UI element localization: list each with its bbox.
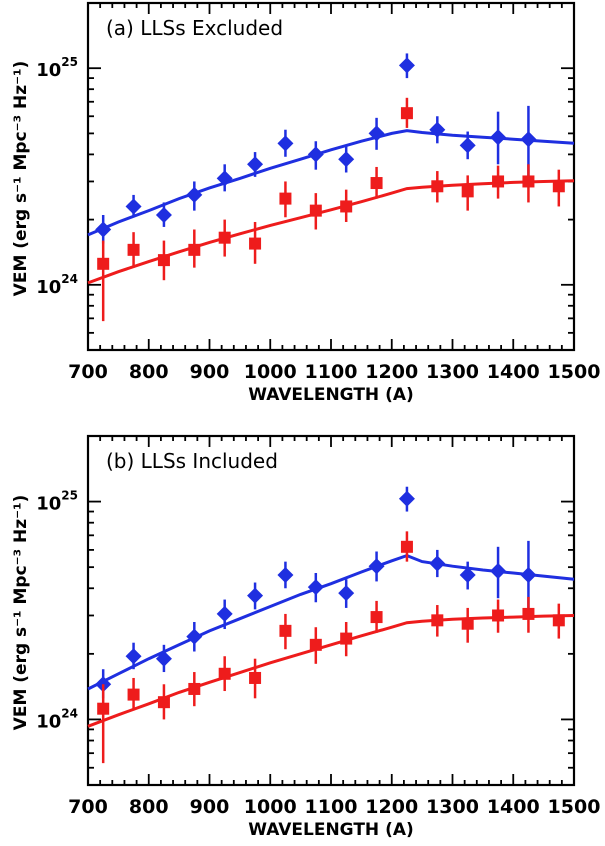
red-squares-point — [97, 257, 110, 270]
panel-title: (b) LLSs Included — [106, 449, 278, 473]
red-squares-point — [340, 200, 353, 213]
red-squares-point — [370, 177, 383, 190]
x-tick-label: 1100 — [305, 361, 358, 383]
red-squares-point — [431, 614, 444, 627]
blue-diamonds-point — [368, 558, 385, 575]
x-tick-label: 800 — [129, 361, 169, 383]
blue-diamonds-point — [429, 555, 446, 572]
blue-diamonds-point — [186, 186, 203, 203]
red-squares-point — [400, 107, 413, 120]
blue-diamonds-point — [216, 170, 233, 187]
red-squares-point — [249, 671, 262, 684]
blue-diamonds-point — [338, 585, 355, 602]
red-squares-point — [552, 180, 565, 193]
x-tick-label: 1500 — [548, 796, 601, 818]
red-squares-point — [522, 175, 535, 188]
blue-diamonds-point — [429, 121, 446, 138]
y-tick-label: 1025 — [36, 55, 78, 81]
blue-diamonds-point — [368, 125, 385, 142]
x-tick-label: 700 — [68, 361, 108, 383]
x-tick-label: 800 — [129, 796, 169, 818]
blue-diamonds-point — [247, 156, 264, 173]
blue-diamonds-point — [398, 490, 415, 507]
red-squares-point — [461, 617, 474, 630]
x-tick-label: 1100 — [305, 796, 358, 818]
blue-diamonds-point — [307, 579, 324, 596]
red-squares-point — [127, 243, 140, 256]
blue-diamonds-point — [155, 650, 172, 667]
red-squares-point — [552, 614, 565, 627]
blue-diamonds-point — [186, 628, 203, 645]
x-tick-label: 1500 — [548, 361, 601, 383]
red-squares-point — [309, 204, 322, 217]
blue-diamonds-point — [125, 648, 142, 665]
x-tick-label: 700 — [68, 796, 108, 818]
blue-diamonds-point — [277, 135, 294, 152]
red-fit-line — [87, 614, 575, 728]
blue-diamonds-point — [307, 146, 324, 163]
blue-diamonds-point — [125, 198, 142, 215]
red-fit-line — [87, 179, 575, 285]
x-tick-label: 1000 — [244, 796, 297, 818]
red-squares-point — [157, 696, 170, 709]
red-squares-point — [97, 702, 110, 715]
red-squares-point — [249, 237, 262, 250]
red-squares-point — [218, 231, 231, 244]
red-squares-point — [127, 688, 140, 701]
panel-a: 700 800 900 1000 1100 1200 1300 1400 1500 1024 102… — [11, 1, 601, 405]
red-squares-point — [370, 611, 383, 624]
x-tick-label: 1400 — [487, 796, 540, 818]
blue-diamonds-point — [459, 137, 476, 154]
red-squares-point — [279, 192, 292, 205]
blue-diamonds-point — [95, 221, 112, 238]
y-tick-label: 1024 — [36, 706, 78, 732]
blue-diamonds-point — [338, 151, 355, 168]
panel-title: (a) LLSs Excluded — [106, 16, 283, 40]
red-squares-point — [340, 632, 353, 645]
x-tick-label: 1200 — [365, 796, 418, 818]
y-axis-title: VEM (erg s⁻¹ Mpc⁻³ Hz⁻¹) — [11, 495, 31, 731]
red-squares-point — [400, 540, 413, 553]
red-squares-point — [157, 254, 170, 267]
blue-diamonds-point — [520, 131, 537, 148]
blue-fit-line — [87, 554, 575, 691]
blue-diamonds-point — [490, 129, 507, 146]
red-squares-point — [309, 638, 322, 651]
red-squares-point — [279, 624, 292, 637]
blue-diamonds-point — [155, 207, 172, 224]
blue-diamonds-point — [247, 587, 264, 604]
x-tick-label: 1400 — [487, 361, 540, 383]
blue-diamonds-point — [398, 57, 415, 74]
blue-diamonds-point — [459, 567, 476, 584]
red-squares-point — [431, 180, 444, 193]
y-tick-label: 1025 — [36, 489, 78, 515]
red-squares-point — [188, 682, 201, 695]
y-axis-title: VEM (erg s⁻¹ Mpc⁻³ Hz⁻¹) — [11, 61, 31, 297]
x-tick-label: 900 — [190, 361, 230, 383]
blue-diamonds-point — [490, 563, 507, 580]
red-squares-point — [492, 175, 505, 188]
x-axis-title: WAVELENGTH (A) — [248, 820, 414, 840]
red-squares-point — [188, 243, 201, 256]
x-tick-label: 1000 — [244, 361, 297, 383]
red-squares-point — [218, 667, 231, 680]
x-tick-label: 1200 — [365, 361, 418, 383]
x-axis-title: WAVELENGTH (A) — [248, 385, 414, 405]
red-squares-point — [522, 607, 535, 620]
x-tick-label: 1300 — [426, 361, 479, 383]
x-tick-label: 900 — [190, 796, 230, 818]
red-squares-point — [461, 185, 474, 198]
panel-b: 700 800 900 1000 1100 1200 1300 1400 1500 1024 102… — [11, 434, 601, 840]
red-squares-point — [492, 609, 505, 622]
blue-diamonds-point — [216, 605, 233, 622]
blue-diamonds-point — [520, 567, 537, 584]
blue-diamonds-point — [277, 567, 294, 584]
x-tick-label: 1300 — [426, 796, 479, 818]
y-tick-label: 1024 — [36, 272, 78, 298]
